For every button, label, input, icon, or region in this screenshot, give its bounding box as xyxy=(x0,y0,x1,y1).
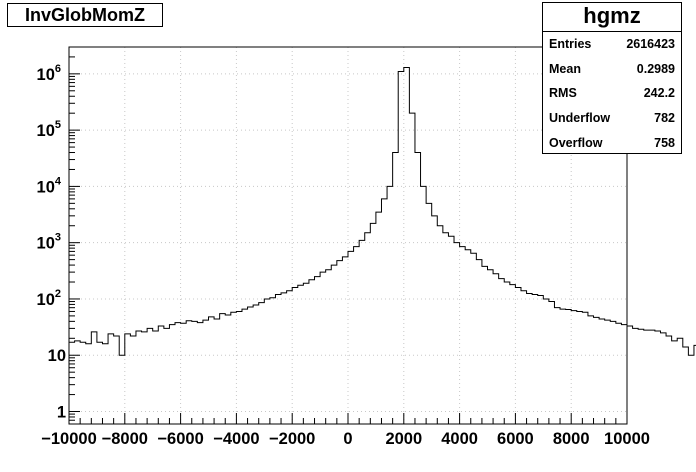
histogram-line xyxy=(69,66,696,356)
y-tick-label: 104 xyxy=(37,175,62,196)
x-tick-label: 2000 xyxy=(385,430,422,448)
y-tick-label: 10 xyxy=(48,347,66,365)
x-tick-label: −10000 xyxy=(41,430,97,448)
stat-row-mean: Mean 0.2989 xyxy=(543,57,681,82)
x-tick-label: 10000 xyxy=(604,430,650,448)
stat-value: 2616423 xyxy=(626,37,675,52)
stat-label: RMS xyxy=(549,86,577,101)
stat-value: 0.2989 xyxy=(636,61,675,76)
stat-value: 242.2 xyxy=(643,86,675,101)
x-tick-label: 6000 xyxy=(497,430,534,448)
stat-label: Mean xyxy=(549,61,581,76)
stat-value: 782 xyxy=(654,111,675,126)
stat-value: 758 xyxy=(654,135,675,150)
stat-label: Underflow xyxy=(549,111,611,126)
x-tick-label: 8000 xyxy=(553,430,590,448)
y-tick-label: 106 xyxy=(37,63,61,84)
stat-row-overflow: Overflow 758 xyxy=(543,130,681,155)
x-tick-label: −2000 xyxy=(269,430,315,448)
axis-layer: −10000 −8000 −6000 −4000 −2000 0 2000 4000 6000 8… xyxy=(37,46,650,448)
x-tick-label: −6000 xyxy=(157,430,203,448)
x-tick-label: 0 xyxy=(343,430,352,448)
stat-label: Overflow xyxy=(549,135,603,150)
y-tick-label: 105 xyxy=(37,119,61,140)
x-tick-label: 4000 xyxy=(441,430,478,448)
x-tick-label: −8000 xyxy=(102,430,148,448)
y-tick-label: 103 xyxy=(37,232,61,253)
stats-histogram-name: hgmz xyxy=(543,3,681,32)
y-tick-label: 102 xyxy=(37,288,61,309)
stat-row-rms: RMS 242.2 xyxy=(543,81,681,106)
stats-box: hgmz Entries 2616423 Mean 0.2989 RMS 242… xyxy=(542,2,682,154)
stat-label: Entries xyxy=(549,37,592,52)
stat-row-entries: Entries 2616423 xyxy=(543,32,681,57)
histogram-layer xyxy=(69,66,696,356)
stat-row-underflow: Underflow 782 xyxy=(543,106,681,131)
histogram-title: InvGlobMomZ xyxy=(7,3,163,27)
grid-layer xyxy=(68,47,628,424)
y-tick-label: 1 xyxy=(57,404,66,422)
x-tick-label: −4000 xyxy=(213,430,259,448)
